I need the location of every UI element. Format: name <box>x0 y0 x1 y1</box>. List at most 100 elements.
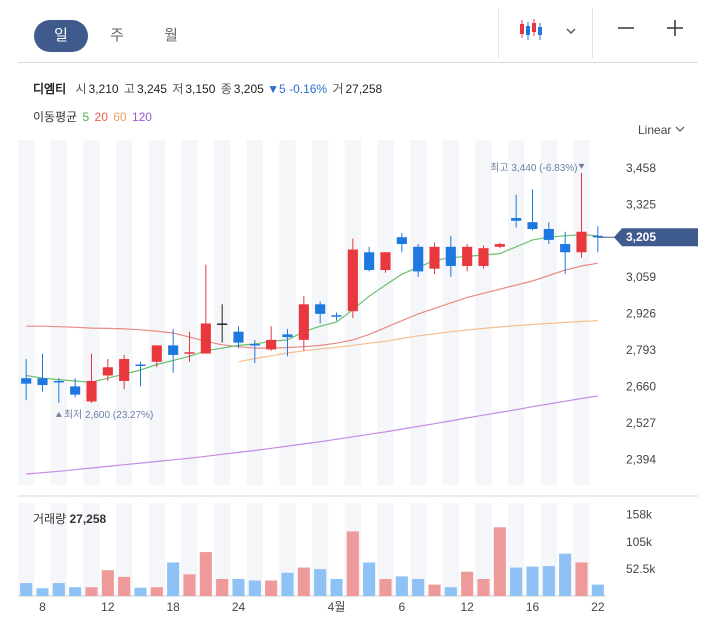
change-arrow-icon: ▼ <box>267 82 280 96</box>
price-column-shade <box>18 140 35 485</box>
candle-body <box>21 378 32 384</box>
y-axis-tick-label: 2,793 <box>626 343 656 357</box>
toolbar-divider-2 <box>592 8 593 58</box>
volume-bar <box>52 583 65 596</box>
x-axis-tick-label: 12 <box>460 600 474 614</box>
volume-column-shade <box>50 503 67 596</box>
volume-bar <box>85 587 98 596</box>
candle-body <box>102 367 113 376</box>
candle-body <box>184 352 195 354</box>
price-column-shade <box>50 140 67 485</box>
minus-icon[interactable] <box>614 18 638 50</box>
price-column-shade <box>442 140 459 485</box>
volume-bar <box>363 562 376 596</box>
candle-body <box>445 246 456 266</box>
candle-body <box>413 246 424 272</box>
y-axis-tick-label: 2,926 <box>626 307 656 321</box>
x-axis-tick-label: 8 <box>39 600 46 614</box>
y-axis-tick-label: 3,059 <box>626 270 656 284</box>
volume-bar <box>428 584 441 596</box>
ma-period-5: 5 <box>82 110 90 124</box>
price-column-shade <box>181 140 198 485</box>
candle-body <box>70 386 81 395</box>
candle-body <box>135 364 146 367</box>
candle-body <box>315 304 326 314</box>
volume-bar <box>183 574 196 596</box>
volume-column-shade <box>18 503 35 596</box>
candle-body <box>37 378 48 386</box>
low-label: 저 <box>172 82 184 96</box>
volume-bar <box>395 576 408 596</box>
candle-body <box>429 246 440 269</box>
ma-period-120: 120 <box>131 110 152 124</box>
candle-body <box>592 235 603 238</box>
x-axis-tick-label: 16 <box>526 600 540 614</box>
close-value: 3,205 <box>233 82 264 96</box>
candle-body <box>266 339 277 350</box>
volume-bar <box>526 566 539 596</box>
volume-bar <box>297 567 310 596</box>
candle-body <box>331 315 342 317</box>
volume-bar <box>265 580 278 596</box>
ma20-line <box>26 262 598 349</box>
ma60-line <box>238 320 598 363</box>
candle-body <box>494 244 505 247</box>
x-axis-tick-label: 4월 <box>328 600 346 614</box>
volume-column-shade <box>246 503 263 596</box>
period-tab-bar: 일 주 월 <box>18 0 698 63</box>
volume-panel-value: 27,258 <box>69 512 106 526</box>
volume-panel-label: 거래량 27,258 <box>33 512 106 526</box>
volume-bar <box>559 553 572 596</box>
volume-bar <box>248 580 261 596</box>
candle-body <box>249 343 260 346</box>
candle-body <box>151 345 162 362</box>
candle-body <box>168 345 179 355</box>
price-column-shade <box>279 140 296 485</box>
candle-body <box>527 222 538 229</box>
y-axis-tick-label: 3,458 <box>626 161 656 175</box>
change-percent: -0.16% <box>289 82 328 96</box>
candle-body <box>511 218 522 221</box>
volume-bar <box>216 578 229 596</box>
price-column-shade <box>410 140 427 485</box>
volume-column-shade <box>475 503 492 596</box>
candle-body <box>119 359 130 381</box>
volume-bar <box>444 587 457 596</box>
volume-bar <box>232 578 245 596</box>
ma-label: 이동평균 <box>33 110 78 124</box>
y-axis-tick-label: 2,394 <box>626 452 656 466</box>
volume-axis-tick-label: 158k <box>626 507 653 521</box>
tab-week[interactable]: 주 <box>110 27 124 44</box>
price-column-shade <box>246 140 263 485</box>
volume-bar <box>477 578 490 596</box>
open-label: 시 <box>75 82 87 96</box>
price-column-shade <box>475 140 492 485</box>
volume-bar <box>150 587 163 596</box>
volume-bar <box>167 562 180 596</box>
tab-day[interactable]: 일 <box>34 20 88 52</box>
scale-selector[interactable]: Linear <box>638 123 685 137</box>
candle-body <box>53 380 64 383</box>
candlestick-icon[interactable] <box>514 18 550 50</box>
toolbar-divider <box>498 8 499 58</box>
x-axis-tick-label: 22 <box>591 600 605 614</box>
price-column-shade <box>116 140 133 485</box>
volume-bar <box>199 552 212 596</box>
candle-body <box>282 334 293 338</box>
plus-icon[interactable] <box>663 18 687 50</box>
high-label: 고 <box>123 82 135 96</box>
volume-bar <box>591 584 604 596</box>
chevron-down-icon[interactable] <box>561 18 581 50</box>
volume-bar <box>575 562 588 596</box>
price-column-shade <box>377 140 394 485</box>
volume-bar <box>36 588 49 596</box>
candle-body <box>200 323 211 354</box>
price-column-shade <box>540 140 557 485</box>
tab-month[interactable]: 월 <box>164 27 178 44</box>
volume-bar <box>69 587 82 596</box>
volume-bar <box>412 578 425 596</box>
price-column-shade <box>148 140 165 485</box>
volume-value: 27,258 <box>345 82 383 96</box>
candle-body <box>86 380 97 402</box>
